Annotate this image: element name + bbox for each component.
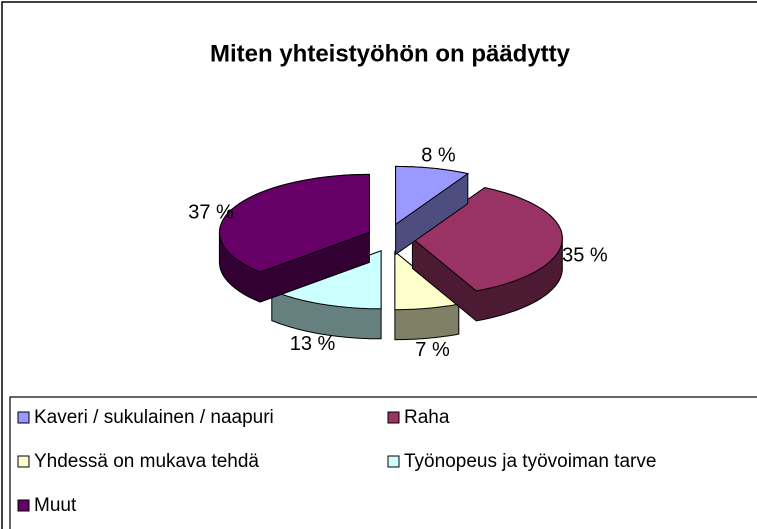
legend-swatch <box>17 411 30 424</box>
legend-swatch <box>387 455 400 468</box>
data-label: 13 % <box>290 333 336 355</box>
legend-frame <box>9 396 757 529</box>
slice <box>395 165 470 226</box>
chart-title: Miten yhteistyöhön on päädytty <box>210 40 571 67</box>
legend-label: Yhdessä on mukava tehdä <box>34 451 259 472</box>
legend-swatch <box>17 499 30 512</box>
legend-label: Muut <box>34 495 77 516</box>
data-label: 7 % <box>415 339 450 361</box>
data-label: 8 % <box>421 144 456 166</box>
legend-swatch <box>387 411 400 424</box>
legend-label: Työnopeus ja työvoiman tarve <box>404 451 656 472</box>
legend-label: Raha <box>404 407 450 428</box>
legend-label: Kaveri / sukulainen / naapuri <box>34 407 274 428</box>
data-label: 35 % <box>562 244 608 266</box>
pie <box>218 165 563 341</box>
slice <box>218 173 370 273</box>
data-label: 37 % <box>188 202 234 224</box>
legend-swatch <box>17 455 30 468</box>
